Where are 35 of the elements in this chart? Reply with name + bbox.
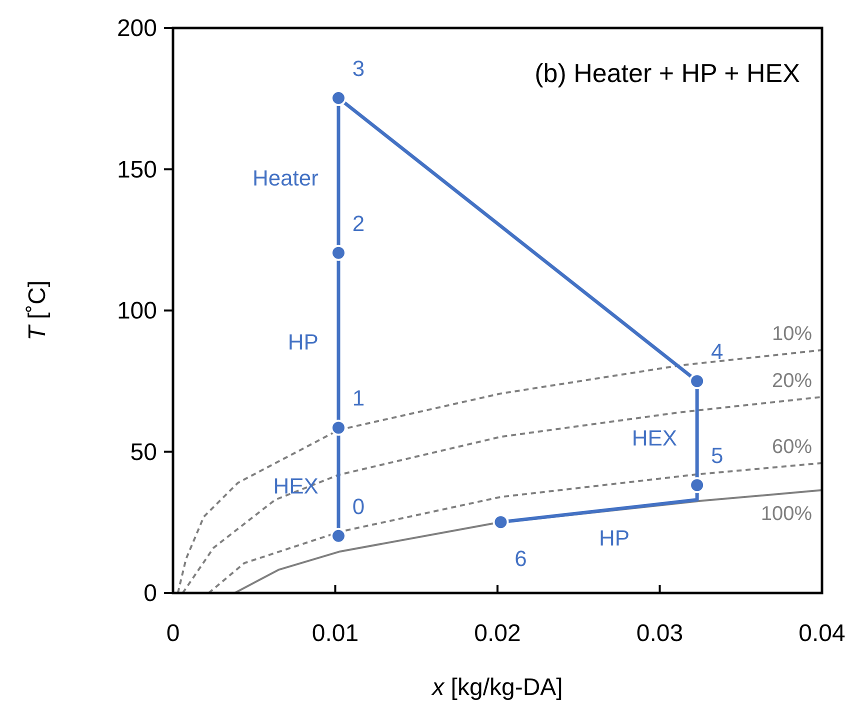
series-label: 20% xyxy=(772,370,812,392)
annotation: HP xyxy=(599,526,630,551)
series-label: 10% xyxy=(772,323,812,346)
point xyxy=(492,514,509,530)
x-tick-label: 0 xyxy=(166,620,180,647)
x-tick-label: 0.04 xyxy=(798,620,846,647)
y-tick-label: 200 xyxy=(116,15,157,42)
annotation: 0 xyxy=(352,494,365,519)
point xyxy=(330,420,346,436)
y-tick-label: 150 xyxy=(116,156,157,184)
x-tick-label: 0.02 xyxy=(474,620,521,647)
annotation: 1 xyxy=(352,386,365,411)
point xyxy=(330,528,346,544)
annotation: 3 xyxy=(352,56,365,82)
point xyxy=(689,477,706,494)
annotation: 2 xyxy=(352,210,365,236)
point xyxy=(689,373,706,390)
x-axis-title: x [kg/kg-DA] xyxy=(431,674,563,701)
x-tick-label: 0.01 xyxy=(312,620,359,647)
annotation: 5 xyxy=(710,443,724,468)
line-series xyxy=(208,462,822,593)
y-axis-title: T [˚C] xyxy=(24,280,51,340)
y-tick-label: 100 xyxy=(116,298,157,324)
text: (b) Heater + HP + HEX xyxy=(534,58,800,88)
y-tick-label: 0 xyxy=(144,580,157,607)
annotation: HEX xyxy=(632,426,678,451)
series-label: 60% xyxy=(772,436,812,458)
annotation: 4 xyxy=(710,339,724,364)
annotation: HP xyxy=(288,330,318,355)
annotation: HEX xyxy=(273,474,319,499)
annotation: Heater xyxy=(252,166,318,191)
x-tick-label: 0.03 xyxy=(636,620,684,647)
annotation: 6 xyxy=(514,546,527,572)
series-label: 100% xyxy=(760,503,812,526)
y-tick-label: 50 xyxy=(130,438,157,466)
